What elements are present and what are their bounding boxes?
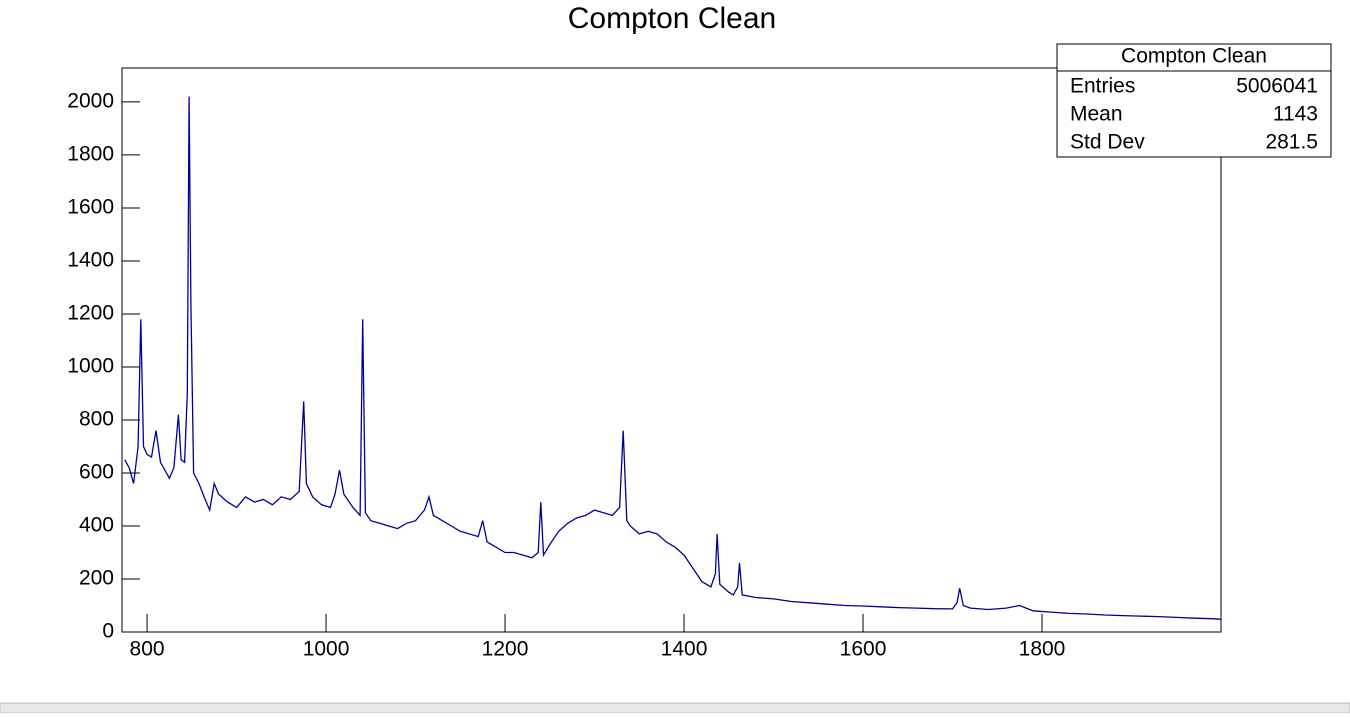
status-bar	[0, 702, 1350, 714]
stats-label: Entries	[1070, 75, 1135, 98]
stats-title: Compton Clean	[1121, 45, 1267, 68]
plot-frame	[121, 67, 1222, 633]
x-tick-label: 1400	[661, 638, 708, 661]
histogram-line	[124, 96, 1222, 620]
y-tick-label: 1600	[67, 195, 114, 218]
stats-label: Mean	[1070, 103, 1123, 126]
stats-label: Std Dev	[1070, 131, 1145, 154]
stats-frame	[1056, 43, 1332, 158]
x-tick-label: 800	[130, 638, 165, 661]
x-tick-label: 1000	[303, 638, 350, 661]
stats-value: 1143	[1273, 103, 1318, 126]
y-tick-label: 1200	[67, 302, 114, 325]
stats-value: 5006041	[1236, 75, 1318, 98]
y-tick-label: 200	[79, 567, 114, 590]
y-tick-label: 800	[79, 408, 114, 431]
y-tick-label: 2000	[67, 89, 114, 112]
y-tick-label: 0	[102, 620, 114, 643]
stats-value: 281.5	[1265, 131, 1318, 154]
x-tick-label: 1600	[840, 638, 887, 661]
x-tick-label: 1200	[482, 638, 529, 661]
stats-box: Compton Clean Entries 5006041 Mean 1143 Std …	[1056, 43, 1332, 158]
y-tick-label: 600	[79, 461, 114, 484]
y-tick-label: 400	[79, 514, 114, 537]
chart-title: Compton Clean	[568, 2, 776, 35]
x-tick-label: 1800	[1019, 638, 1066, 661]
y-tick-label: 1000	[67, 355, 114, 378]
y-tick-label: 1400	[67, 248, 114, 271]
y-tick-label: 1800	[67, 142, 114, 165]
